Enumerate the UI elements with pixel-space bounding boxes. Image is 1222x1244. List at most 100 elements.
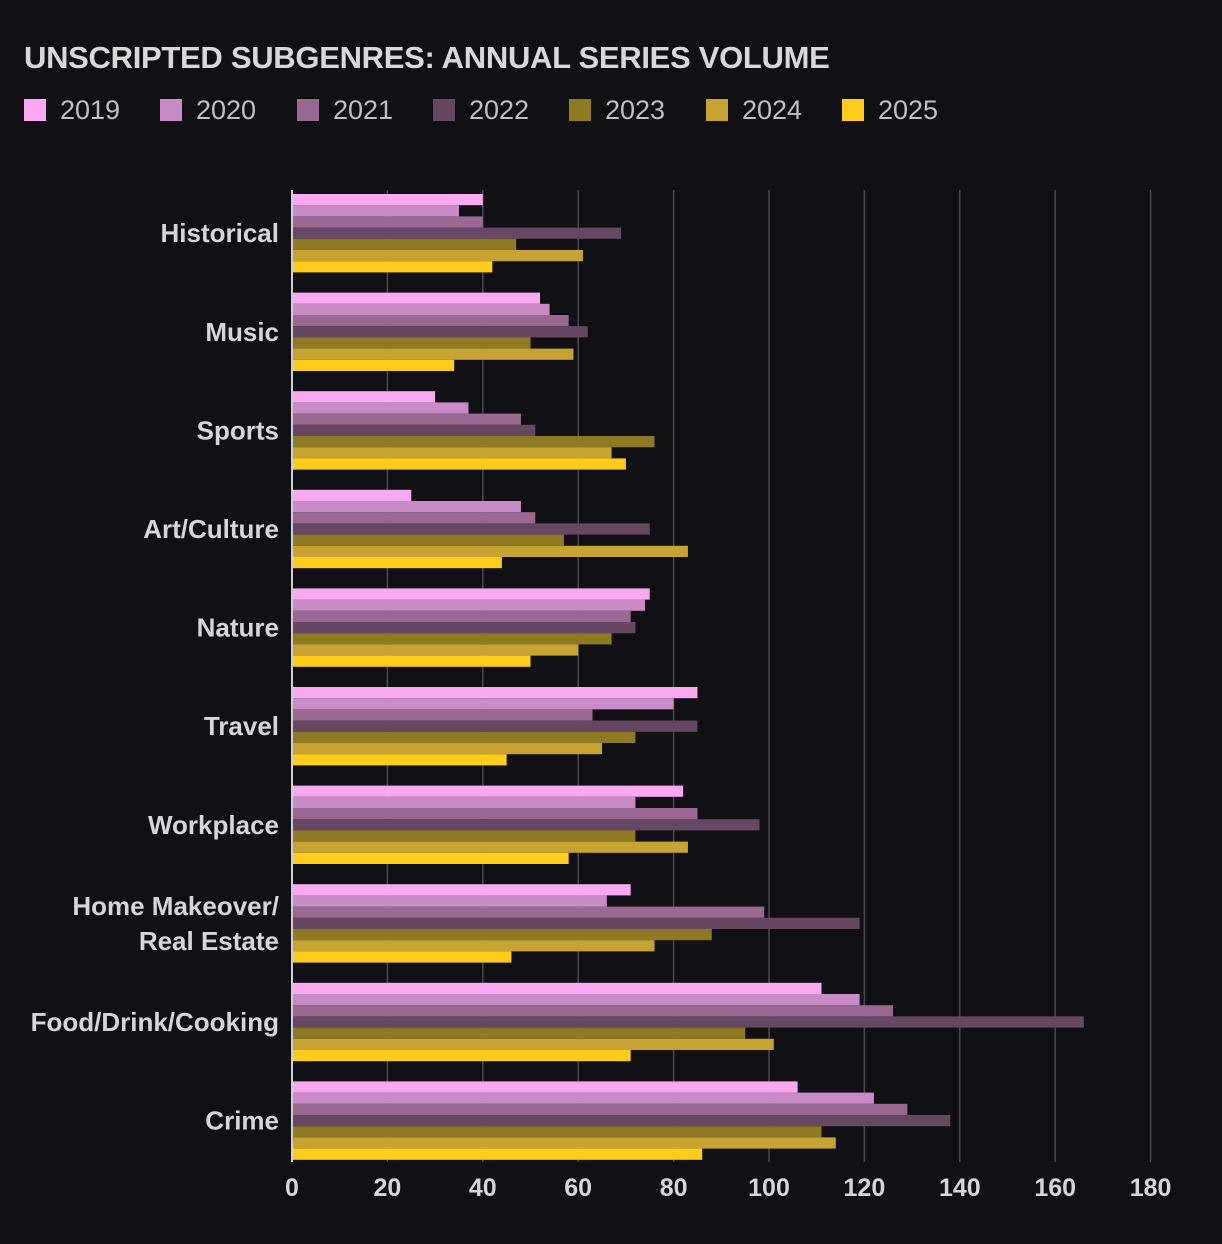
bar-food-drink-cooking-2021 <box>292 1005 894 1017</box>
tick-label-180: 180 <box>1130 1174 1172 1202</box>
bar-art-culture-2022 <box>292 523 650 535</box>
legend-label-2020: 2020 <box>196 94 257 125</box>
legend-swatch-2023 <box>569 99 591 121</box>
chart-title: UNSCRIPTED SUBGENRES: ANNUAL SERIES VOLU… <box>24 40 830 75</box>
legend-label-2024: 2024 <box>742 94 803 125</box>
bar-crime-2020 <box>292 1092 874 1104</box>
legend-item-2020: 2020 <box>160 92 256 128</box>
bar-sports-2024 <box>292 447 612 459</box>
bar-nature-2021 <box>292 610 631 622</box>
legend-swatch-2022 <box>433 99 455 121</box>
legend-label-2019: 2019 <box>60 94 121 125</box>
bar-home-makeover-real-estate-2025 <box>292 951 512 963</box>
bar-workplace-2024 <box>292 841 688 853</box>
legend-label-2023: 2023 <box>605 94 666 125</box>
bar-food-drink-cooking-2025 <box>292 1050 631 1062</box>
tick-label-100: 100 <box>748 1174 790 1202</box>
bar-historical-2021 <box>292 216 483 228</box>
bar-home-makeover-real-estate-2023 <box>292 929 712 941</box>
bar-nature-2024 <box>292 644 579 656</box>
bars <box>292 194 1084 1160</box>
category-label-sports: Sports <box>197 415 279 445</box>
bar-food-drink-cooking-2022 <box>292 1016 1084 1028</box>
bar-home-makeover-real-estate-2021 <box>292 906 765 918</box>
bar-home-makeover-real-estate-2019 <box>292 884 631 896</box>
bar-workplace-2023 <box>292 830 636 842</box>
tick-labels: 0 20 40 60 80 100 120 140 160 180 <box>285 1174 1171 1202</box>
legend-swatch-2020 <box>160 99 182 121</box>
legend-item-2023: 2023 <box>569 92 665 128</box>
category-label-crime: Crime <box>205 1106 279 1136</box>
bar-music-2022 <box>292 326 588 338</box>
bar-nature-2020 <box>292 599 645 611</box>
tick-label-80: 80 <box>660 1174 688 1202</box>
bar-art-culture-2023 <box>292 534 564 546</box>
legend-item-2019: 2019 <box>24 92 120 128</box>
bar-art-culture-2021 <box>292 512 536 524</box>
legend-item-2022: 2022 <box>433 92 529 128</box>
bar-sports-2019 <box>292 391 436 403</box>
bar-travel-2022 <box>292 720 698 732</box>
legend-item-2024: 2024 <box>706 92 802 128</box>
tick-label-0: 0 <box>285 1174 299 1202</box>
bar-historical-2020 <box>292 205 459 217</box>
legend-label-2022: 2022 <box>469 94 530 125</box>
bar-travel-2023 <box>292 731 636 743</box>
category-label-nature: Nature <box>197 613 279 643</box>
bar-music-2021 <box>292 315 569 327</box>
bar-travel-2019 <box>292 687 698 699</box>
bar-music-2025 <box>292 359 455 371</box>
bar-workplace-2021 <box>292 808 698 820</box>
bar-historical-2023 <box>292 238 517 250</box>
tick-label-60: 60 <box>564 1174 592 1202</box>
category-label-food-drink-cooking: Food/Drink/Cooking <box>31 1007 279 1037</box>
bar-historical-2022 <box>292 227 622 239</box>
bar-art-culture-2024 <box>292 545 688 557</box>
bar-workplace-2020 <box>292 796 636 808</box>
bar-sports-2025 <box>292 458 626 470</box>
bar-workplace-2019 <box>292 785 684 797</box>
bar-sports-2022 <box>292 424 536 436</box>
bar-sports-2023 <box>292 436 655 448</box>
bar-historical-2024 <box>292 250 583 262</box>
bar-art-culture-2019 <box>292 489 412 501</box>
bar-travel-2021 <box>292 709 593 721</box>
category-label-home-makeover-real-estate: Home Makeover/Real Estate <box>72 891 279 956</box>
bar-travel-2025 <box>292 754 507 766</box>
bar-nature-2023 <box>292 633 612 645</box>
legend-swatch-2019 <box>24 99 46 121</box>
bar-art-culture-2025 <box>292 557 502 569</box>
bar-workplace-2025 <box>292 852 569 864</box>
bar-art-culture-2020 <box>292 501 521 513</box>
chart-legend: 2019 2020 2021 2022 2023 2024 2025 <box>24 92 1204 128</box>
bar-music-2023 <box>292 337 531 349</box>
bar-workplace-2022 <box>292 819 760 831</box>
bar-home-makeover-real-estate-2022 <box>292 917 860 929</box>
bar-nature-2025 <box>292 655 531 667</box>
bar-crime-2019 <box>292 1081 798 1093</box>
legend-swatch-2021 <box>297 99 319 121</box>
bar-historical-2025 <box>292 261 493 273</box>
category-label-historical: Historical <box>161 218 280 248</box>
category-labels: Historical Music Sports Art/Culture Nature Tr… <box>31 218 279 1135</box>
tick-label-160: 160 <box>1034 1174 1076 1202</box>
legend-item-2021: 2021 <box>297 92 393 128</box>
bar-sports-2021 <box>292 413 521 425</box>
bar-nature-2022 <box>292 622 636 634</box>
bar-crime-2021 <box>292 1103 908 1115</box>
bar-music-2019 <box>292 292 541 304</box>
bar-crime-2025 <box>292 1148 703 1160</box>
bar-music-2024 <box>292 348 574 360</box>
legend-label-2021: 2021 <box>333 94 394 125</box>
bar-historical-2019 <box>292 194 483 206</box>
legend-swatch-2025 <box>842 99 864 121</box>
category-label-art-culture: Art/Culture <box>143 514 279 544</box>
tick-label-40: 40 <box>469 1174 497 1202</box>
tick-label-20: 20 <box>373 1174 401 1202</box>
bar-food-drink-cooking-2024 <box>292 1038 774 1050</box>
bar-food-drink-cooking-2020 <box>292 994 860 1006</box>
bar-travel-2020 <box>292 698 674 710</box>
bar-crime-2023 <box>292 1126 822 1138</box>
legend-item-2025: 2025 <box>842 92 938 128</box>
